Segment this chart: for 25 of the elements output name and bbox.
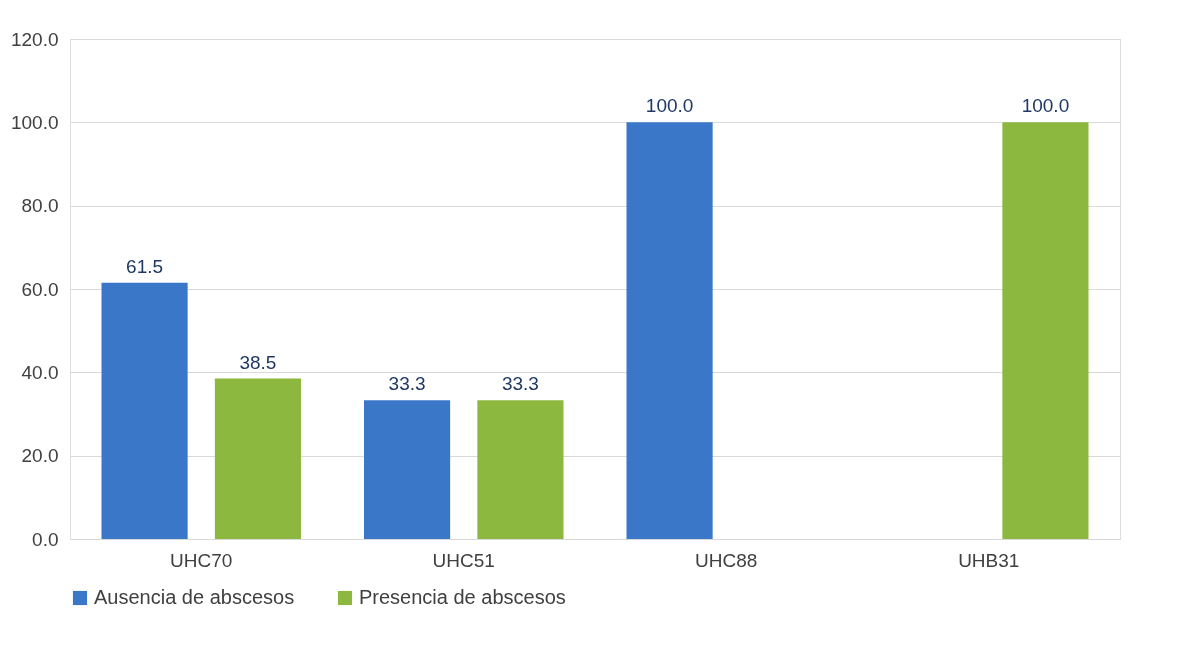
bar (101, 282, 188, 539)
y-tick-label: 120.0 (10, 28, 59, 50)
data-label: 33.3 (501, 373, 539, 395)
bar (626, 122, 713, 539)
bar (477, 400, 564, 539)
y-tick-label: 100.0 (10, 111, 59, 133)
bar (364, 400, 451, 539)
data-label: 33.3 (388, 373, 426, 395)
bar (214, 378, 301, 539)
x-tick-label: UHC51 (432, 549, 495, 571)
x-tick-label: UHC88 (695, 549, 758, 571)
data-label: 100.0 (645, 95, 694, 117)
y-tick-label: 80.0 (21, 195, 59, 217)
y-tick-label: 40.0 (21, 361, 59, 383)
data-label: 100.0 (1021, 95, 1070, 117)
legend-label: Presencia de abscesos (359, 586, 566, 608)
y-tick-label: 0.0 (32, 528, 59, 550)
x-tick-label: UHC70 (170, 549, 233, 571)
legend-label: Ausencia de abscesos (94, 586, 295, 608)
x-tick-label: UHB31 (958, 549, 1020, 571)
y-tick-label: 20.0 (21, 445, 59, 467)
bar (1002, 122, 1089, 539)
data-label: 61.5 (126, 255, 164, 277)
data-label: 38.5 (239, 351, 277, 373)
y-tick-label: 60.0 (21, 278, 59, 300)
